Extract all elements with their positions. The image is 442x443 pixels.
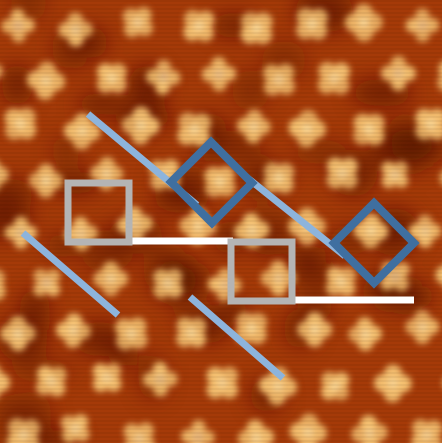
unit-cell-box-grey bbox=[64, 179, 133, 246]
unit-cell-box-blue bbox=[165, 136, 258, 229]
overlay-annotations bbox=[20, 111, 420, 381]
diagonal-guide-line bbox=[187, 294, 286, 381]
unit-cell-box-blue bbox=[328, 197, 420, 289]
diagonal-guide-line bbox=[20, 230, 121, 318]
unit-cell-box-grey bbox=[227, 238, 296, 305]
diagonal-guide-line bbox=[242, 173, 348, 259]
